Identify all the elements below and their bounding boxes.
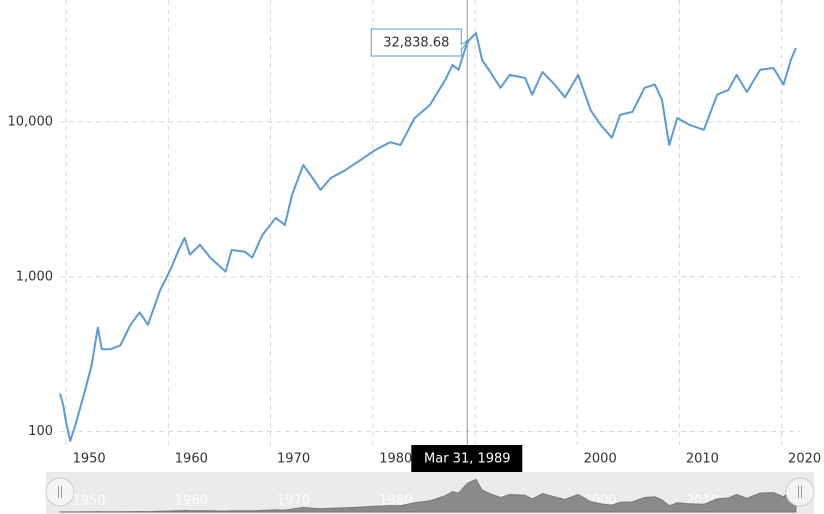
x-tick-label: 1970: [277, 452, 310, 467]
date-label-box: [411, 445, 523, 472]
x-tick-label: 1980: [379, 452, 412, 467]
x-tick-label: 1950: [73, 452, 106, 467]
navigator-label: 1960: [175, 494, 208, 509]
overlay: 32,838.68 Mar 31, 1989: [370, 0, 523, 472]
plot: 1001,00010,00019501960197019801990200020…: [8, 0, 821, 467]
navigator-label: 1950: [73, 494, 106, 509]
navigator-handle[interactable]: [785, 477, 815, 507]
price-line: [59, 32, 797, 442]
date-label: Mar 31, 1989: [424, 452, 511, 467]
navigator-area: [59, 478, 797, 513]
x-tick-label: 2000: [584, 452, 617, 467]
y-tick-label: 1,000: [16, 269, 53, 284]
tooltip-point: [465, 39, 470, 44]
navigator-handle[interactable]: [45, 477, 75, 507]
x-tick-label: 1960: [175, 452, 208, 467]
y-tick-label: 100: [28, 424, 53, 439]
tooltip-box: [370, 28, 462, 57]
x-tick-label: 2010: [686, 452, 719, 467]
x-tick-label: 2020: [788, 452, 821, 467]
tooltip-value: 32,838.68: [383, 36, 449, 51]
navigator[interactable]: 19501960197019801990200020102020: [45, 477, 821, 513]
navigator-label: 1970: [277, 494, 310, 509]
y-tick-label: 10,000: [8, 114, 54, 129]
